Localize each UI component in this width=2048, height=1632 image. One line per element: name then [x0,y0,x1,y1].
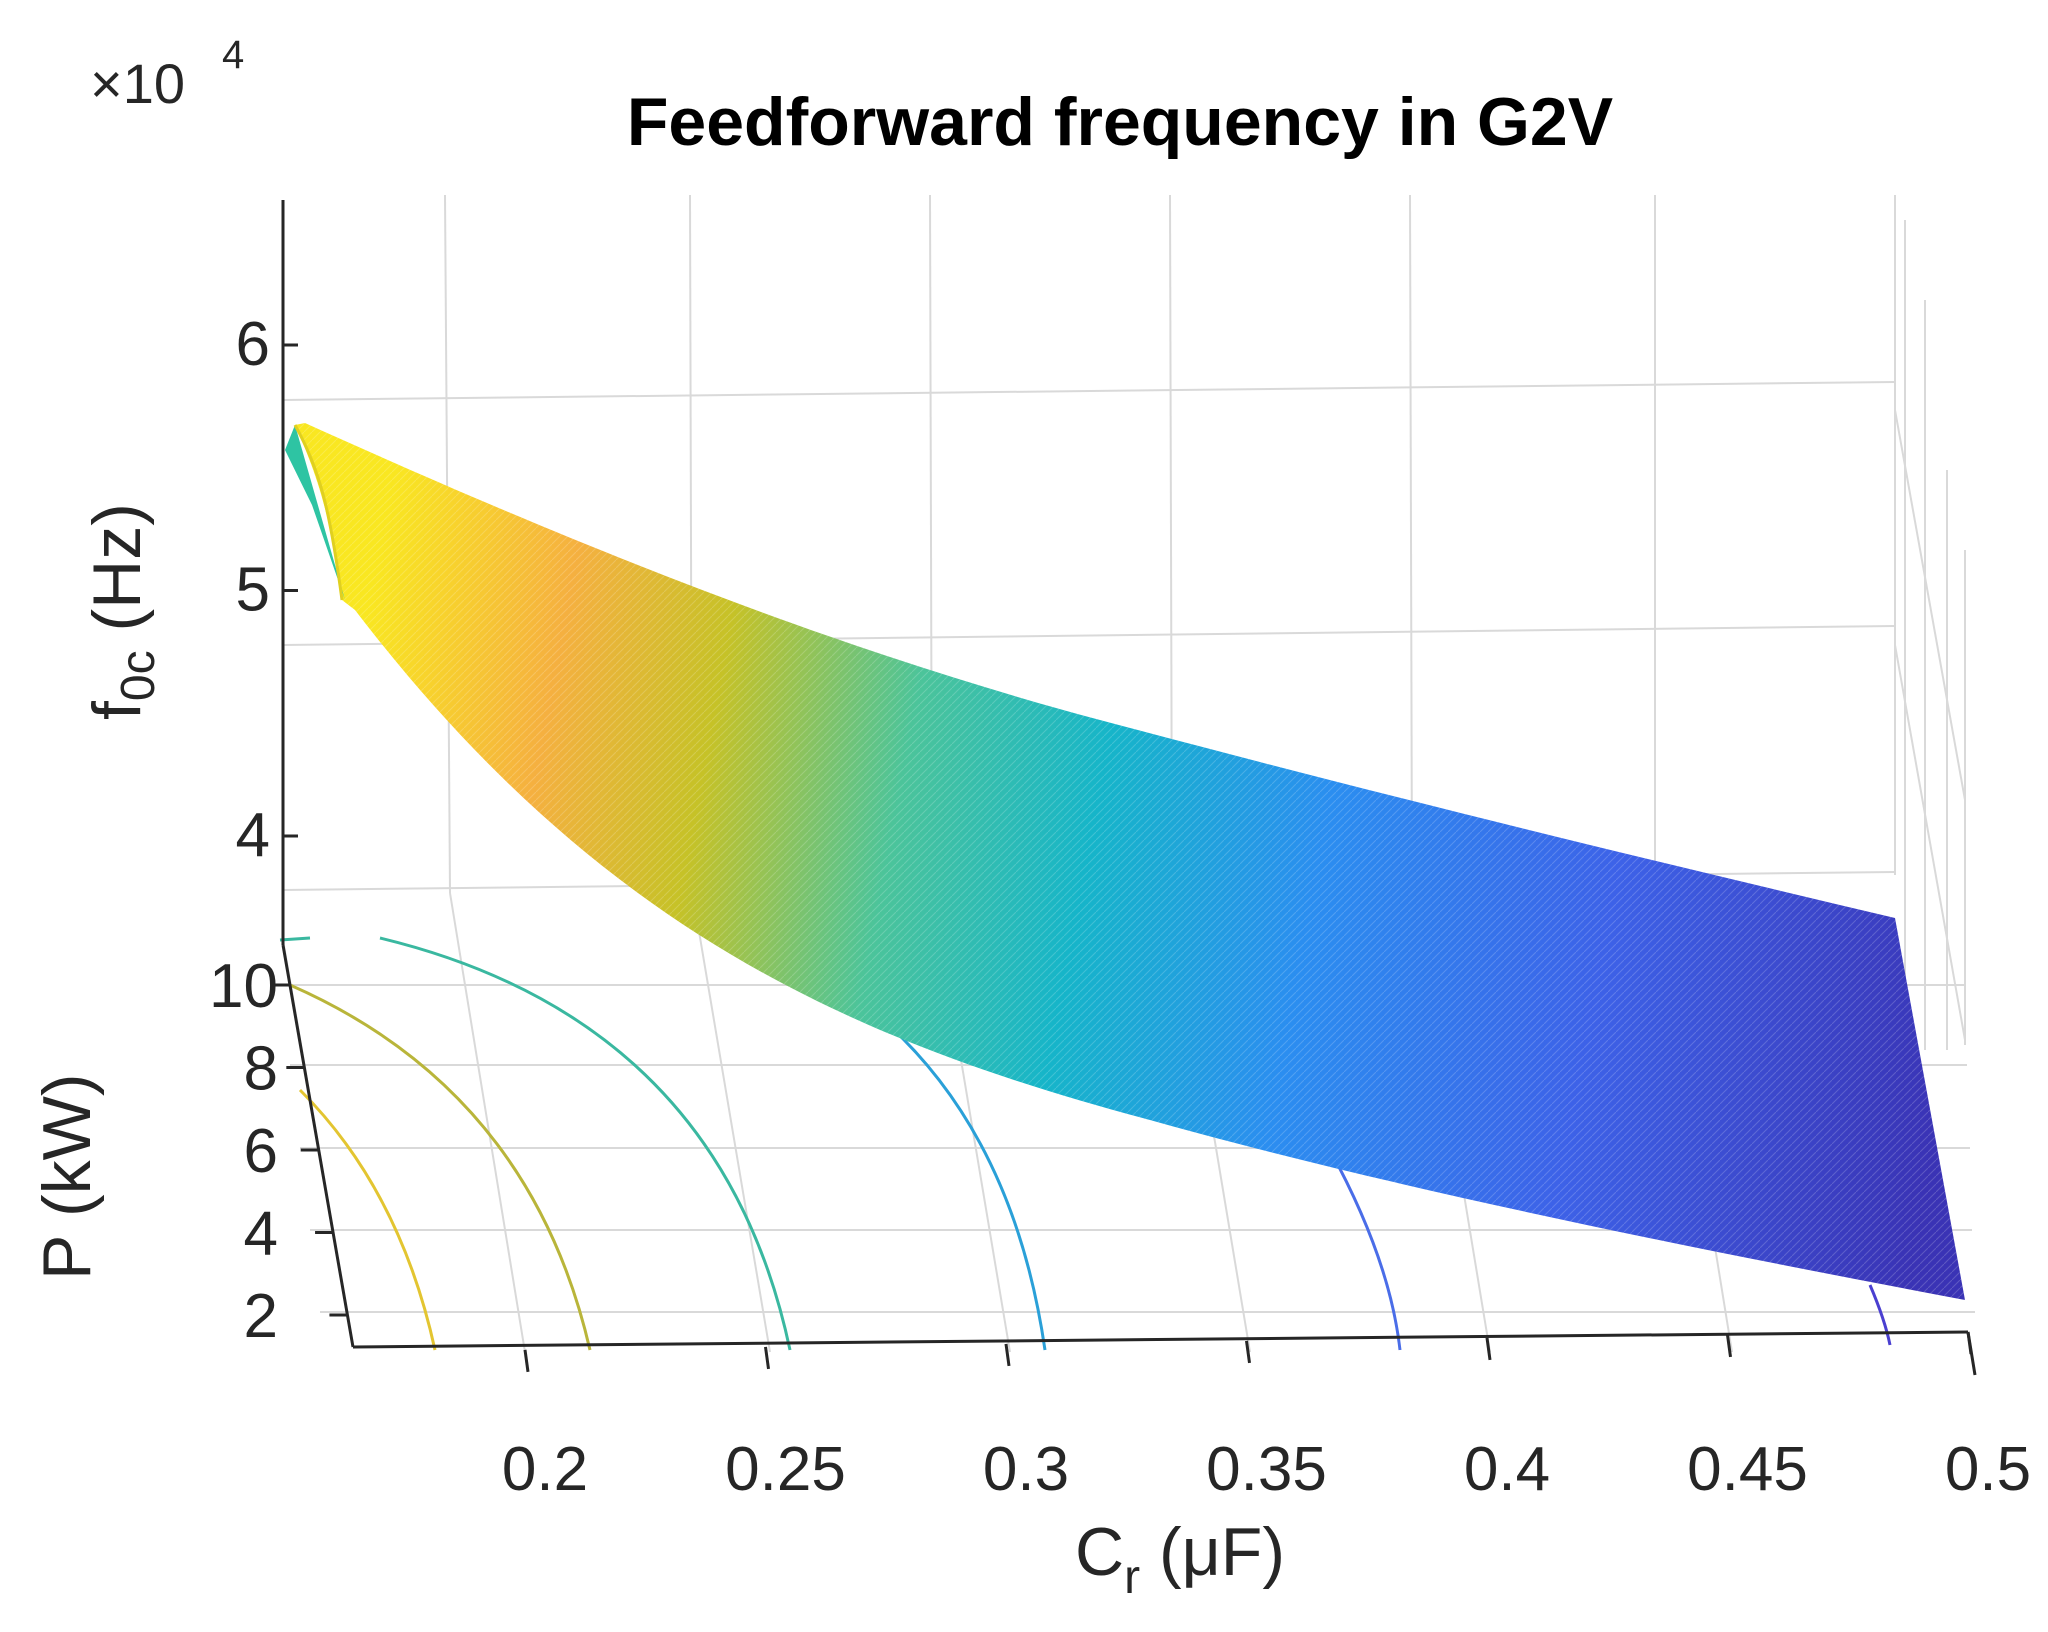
y-tick-label: 2 [244,1282,278,1351]
x-tick-label: 0.2 [502,1435,588,1504]
x-tick-label: 0.25 [725,1435,846,1504]
x-tick-label: 0.5 [1945,1435,2031,1504]
y-tick-label: 8 [244,1035,278,1104]
z-tick-label: 4 [236,801,270,870]
z-axis-label: f0c (Hz) [79,503,165,720]
surface [285,423,1965,1300]
x-axis-ticks: 0.2 0.25 0.3 0.35 0.4 0.45 0.5 [502,1331,2031,1504]
y-tick-label: 4 [244,1200,278,1269]
z-exponent-label: ×10 4 [90,33,244,115]
y-axis-ticks: 2 4 6 8 10 [209,952,348,1351]
surface-mesh [295,423,1965,1300]
surface-ridge [293,424,344,601]
x-tick-mark [1245,1340,1251,1364]
contour-line-1 [298,1088,437,1351]
svg-text:4: 4 [222,33,244,77]
x-tick-mark [1726,1334,1732,1358]
x-axis-label: Cr (μF) [1075,1514,1285,1604]
svg-text:×10: ×10 [90,52,185,115]
axes [281,200,1977,1376]
x-tick-mark [1485,1337,1492,1361]
chart-title: Feedforward frequency in G2V [627,84,1613,160]
contour-line-5 [1328,1149,1402,1351]
z-tick-label: 5 [236,556,270,625]
x-tick-label: 0.4 [1464,1435,1550,1504]
x-tick-label: 0.3 [983,1435,1069,1504]
x-tick-mark [764,1346,770,1370]
y-tick-label: 10 [209,952,278,1021]
x-tick-label: 0.45 [1687,1435,1808,1504]
contour-line-6 [1868,1284,1892,1346]
contour-line-2 [289,983,592,1351]
x-tick-mark [523,1349,530,1373]
x-tick-label: 0.35 [1206,1435,1327,1504]
y-tick-label: 6 [244,1117,278,1186]
z-axis-ticks: 4 5 6 [236,310,298,870]
surface-fold [285,425,345,600]
x-tick-mark [1004,1343,1011,1367]
x-tick-mark [1966,1331,1973,1355]
y-axis-label: P (kW) [29,1074,105,1281]
contour-line-3 [279,936,792,1351]
z-tick-label: 6 [236,310,270,379]
